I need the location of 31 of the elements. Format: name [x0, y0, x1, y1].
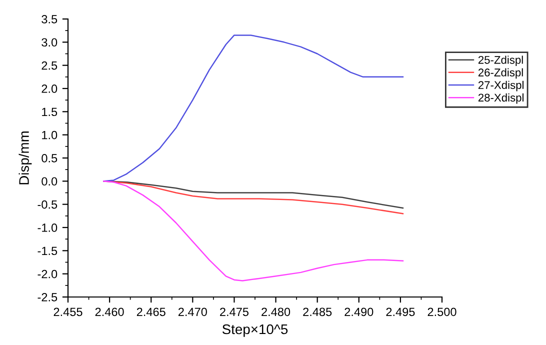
- x-tick-label: 2.465: [136, 308, 166, 316]
- line-series: [103, 180, 404, 282]
- line-series: [103, 34, 404, 182]
- y-tick-label: 1.5: [42, 108, 58, 116]
- x-tick-label: 2.500: [428, 308, 456, 316]
- x-tick-label: 2.490: [344, 308, 374, 316]
- legend-label: 25-Zdispl: [478, 56, 523, 66]
- y-tick-label: -2.0: [38, 270, 58, 278]
- legend-label: 28-Xdispl: [478, 93, 524, 104]
- y-tick-label: 2.5: [42, 61, 58, 70]
- y-tick-label: -1.5: [38, 246, 58, 256]
- x-axis-title: Step×10^5: [222, 324, 288, 337]
- legend-label: 27-Xdispl: [478, 80, 524, 92]
- y-tick-label: -0.5: [38, 200, 58, 209]
- x-tick-label: 2.475: [220, 308, 248, 316]
- legend-label: 26-Zdispl: [478, 68, 523, 79]
- x-tick-label: 2.495: [386, 308, 415, 316]
- x-tick-label: 2.480: [262, 308, 290, 316]
- x-tick-label: 2.485: [303, 308, 332, 316]
- y-tick-label: 0.5: [42, 154, 58, 162]
- x-tick-label: 2.455: [54, 308, 82, 316]
- x-tick-label: 2.470: [178, 308, 207, 316]
- y-tick-label: -1.0: [38, 224, 58, 232]
- y-tick-label: 1.0: [42, 130, 58, 140]
- y-tick-label: 0.0: [42, 177, 58, 186]
- y-tick-label: -2.5: [38, 293, 58, 302]
- y-axis-title: Disp/mm: [18, 132, 32, 184]
- y-tick-label: 3.5: [42, 15, 58, 24]
- y-tick-label: 2.0: [42, 84, 58, 93]
- x-tick-label: 2.460: [95, 308, 124, 316]
- y-tick-label: 3.0: [42, 38, 58, 47]
